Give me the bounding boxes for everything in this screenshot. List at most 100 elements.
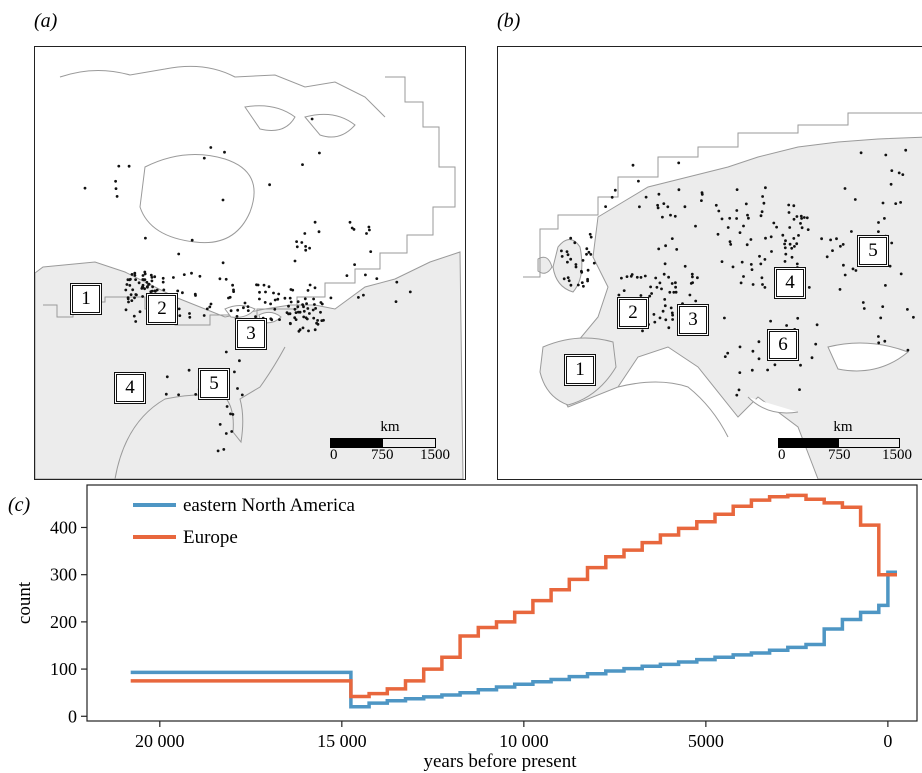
occurrence-dot xyxy=(683,205,687,209)
occurrence-dot xyxy=(759,214,763,218)
study-area-outline xyxy=(523,112,922,278)
occurrence-dot xyxy=(365,232,368,235)
occurrence-dot xyxy=(750,268,754,271)
occurrence-dot xyxy=(738,231,742,235)
occurrence-dot xyxy=(128,284,132,287)
occurrence-dot xyxy=(130,273,134,276)
occurrence-dot xyxy=(202,156,206,160)
occurrence-dot xyxy=(662,272,666,276)
occurrence-dot xyxy=(770,250,773,253)
occurrence-dot xyxy=(889,182,893,186)
occurrence-dot xyxy=(395,280,399,284)
occurrence-dot xyxy=(613,188,617,192)
occurrence-dot xyxy=(357,296,360,299)
british-isles xyxy=(537,239,583,293)
occurrence-dot xyxy=(720,217,724,221)
occurrence-dot xyxy=(631,163,635,167)
occurrence-dot xyxy=(114,187,118,191)
occurrence-dot xyxy=(254,315,257,319)
x-tick-label: 0 xyxy=(883,731,892,751)
occurrence-dot xyxy=(580,270,584,274)
occurrence-dot xyxy=(222,448,226,451)
occurrence-dot xyxy=(757,340,761,344)
occurrence-dot xyxy=(151,285,154,289)
occurrence-dot xyxy=(301,326,305,330)
occurrence-dot xyxy=(726,351,730,355)
occurrence-dot xyxy=(117,164,121,168)
occurrence-dot xyxy=(134,293,138,296)
occurrence-dot xyxy=(792,217,796,221)
occurrence-dot xyxy=(306,289,310,292)
occurrence-dot xyxy=(137,281,141,285)
occurrence-dot xyxy=(851,267,855,271)
occurrence-dot xyxy=(138,310,142,314)
occurrence-dot xyxy=(829,238,832,242)
occurrence-dot xyxy=(881,305,885,308)
occurrence-dot xyxy=(694,299,698,303)
occurrence-dot xyxy=(235,315,239,318)
mediterranean-coast xyxy=(617,342,909,438)
occurrence-dot xyxy=(566,276,570,279)
occurrence-dot xyxy=(649,285,652,289)
occurrence-dot xyxy=(231,283,235,287)
occurrence-dot xyxy=(162,288,166,292)
occurrence-dot xyxy=(231,413,235,416)
occurrence-dot xyxy=(854,269,858,272)
occurrence-dot xyxy=(221,261,225,265)
occurrence-dot xyxy=(666,205,670,209)
occurrence-dot xyxy=(316,319,319,322)
occurrence-dot xyxy=(149,273,153,277)
occurrence-dot xyxy=(790,255,794,259)
occurrence-dot xyxy=(125,283,129,286)
occurrence-dot xyxy=(246,309,250,312)
occurrence-dot xyxy=(198,274,202,278)
occurrence-dot xyxy=(190,238,194,242)
occurrence-dot xyxy=(176,289,180,293)
occurrence-dot xyxy=(141,274,145,277)
occurrence-dot xyxy=(690,272,694,276)
legend-label: Europe xyxy=(183,527,238,548)
occurrence-dot xyxy=(740,260,744,264)
occurrence-dot xyxy=(747,216,750,220)
occurrence-dot xyxy=(124,308,128,312)
occurrence-dot xyxy=(720,260,724,263)
occurrence-dot xyxy=(155,288,159,292)
occurrence-dot xyxy=(314,307,317,310)
occurrence-dot xyxy=(850,230,853,233)
occurrence-dot xyxy=(350,226,354,230)
occurrence-dot xyxy=(586,279,589,283)
occurrence-dot xyxy=(841,243,845,246)
occurrence-dot xyxy=(574,263,578,266)
occurrence-dot xyxy=(717,209,721,213)
occurrence-dot xyxy=(114,179,117,183)
occurrence-dot xyxy=(562,277,566,281)
occurrence-dot xyxy=(348,220,352,224)
occurrence-dot xyxy=(728,240,732,244)
occurrence-dot xyxy=(566,253,570,257)
occurrence-dot xyxy=(224,277,228,281)
occurrence-dot xyxy=(307,329,310,333)
occurrence-dot xyxy=(746,213,749,217)
occurrence-dot xyxy=(302,305,305,309)
occurrence-dot xyxy=(750,368,754,372)
occurrence-dot xyxy=(313,303,316,306)
occurrence-dot xyxy=(589,253,593,256)
occurrence-dot xyxy=(814,342,818,346)
occurrence-dot xyxy=(884,153,888,157)
occurrence-dot xyxy=(124,288,128,292)
occurrence-dot xyxy=(216,449,220,453)
occurrence-dot xyxy=(792,204,796,208)
occurrence-dot xyxy=(735,209,739,212)
occurrence-dot xyxy=(302,309,306,313)
occurrence-dot xyxy=(238,359,241,363)
map-europe: 1 2 3 4 5 6 km 0 750 1500 xyxy=(497,46,922,480)
occurrence-dot xyxy=(806,228,810,232)
occurrence-dot xyxy=(894,202,898,206)
occurrence-dot xyxy=(888,264,892,268)
occurrence-dot xyxy=(268,183,271,187)
occurrence-dot xyxy=(675,248,679,251)
occurrence-dot xyxy=(663,298,667,301)
occurrence-dot xyxy=(644,195,648,199)
occurrence-dot xyxy=(793,245,796,248)
occurrence-dot xyxy=(742,224,745,228)
